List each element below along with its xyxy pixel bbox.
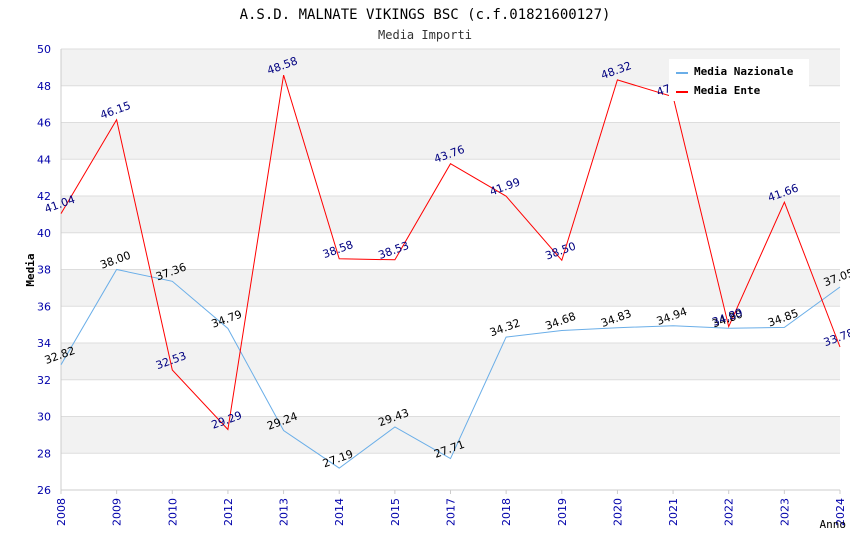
grid-band <box>61 269 840 307</box>
x-tick-label-2021: 2021 <box>667 498 680 526</box>
y-axis-ticks: 26 28 30 32 34 36 38 40 42 44 46 48 50 <box>37 43 51 497</box>
y-tick-label-30: 30 <box>37 411 51 424</box>
y-tick-label-42: 42 <box>37 190 51 203</box>
data-label-media-nazionale-2023: 34.85 <box>766 307 800 330</box>
x-tick-label-2013: 2013 <box>278 498 291 526</box>
y-tick-label-28: 28 <box>37 447 51 460</box>
chart-subtitle: Media Importi <box>378 28 472 42</box>
y-tick-label-36: 36 <box>37 300 51 313</box>
legend-label-media-ente: Media Ente <box>694 84 761 97</box>
y-tick-label-48: 48 <box>37 80 51 93</box>
y-tick-label-32: 32 <box>37 374 51 387</box>
grid-lines <box>61 48 840 491</box>
x-tick-label-2012: 2012 <box>222 498 235 526</box>
data-label-media-nazionale-2019: 34.68 <box>544 310 578 333</box>
legend-label-media-nazionale: Media Nazionale <box>694 65 794 78</box>
x-tick-label-2014: 2014 <box>333 498 346 526</box>
x-tick-label-2008: 2008 <box>55 498 68 526</box>
data-label-media-nazionale-2009: 38.00 <box>98 249 132 272</box>
grid-band <box>61 122 840 160</box>
x-tick-label-2023: 2023 <box>778 498 791 526</box>
x-tick-label-2022: 2022 <box>723 498 736 526</box>
chart-title: A.S.D. MALNATE VIKINGS BSC (c.f.01821600… <box>240 7 611 23</box>
data-label-media-ente-2015: 38.53 <box>377 239 411 262</box>
legend-box <box>669 59 809 101</box>
grid-band <box>61 196 840 233</box>
data-label-media-nazionale-2021: 34.94 <box>655 305 689 328</box>
x-tick-label-2015: 2015 <box>389 498 402 526</box>
data-labels: 32.8238.0037.3634.7929.2427.1929.4327.71… <box>43 54 850 470</box>
data-label-media-ente-2018: 41.99 <box>488 175 522 198</box>
y-tick-label-40: 40 <box>37 227 51 240</box>
x-axis-ticks: 2008 2009 2010 2012 2013 2014 2015 2017 2018 2019… <box>55 490 847 526</box>
x-tick-label-2009: 2009 <box>111 498 124 526</box>
x-tick-label-2010: 2010 <box>166 498 179 526</box>
x-tick-label-2018: 2018 <box>500 498 513 526</box>
data-label-media-ente-2009: 46.15 <box>98 99 132 122</box>
x-tick-label-2024: 2024 <box>834 498 847 526</box>
y-axis-label: Media <box>24 253 37 286</box>
x-tick-label-2017: 2017 <box>445 498 458 526</box>
data-label-media-ente-2014: 38.58 <box>321 238 355 261</box>
grid-band <box>61 343 840 380</box>
y-tick-label-26: 26 <box>37 484 51 497</box>
series-line-media-ente <box>60 74 841 431</box>
y-tick-label-34: 34 <box>37 337 51 350</box>
y-tick-label-38: 38 <box>37 264 51 277</box>
y-tick-label-50: 50 <box>37 43 51 56</box>
x-tick-label-2020: 2020 <box>611 498 624 526</box>
data-label-media-nazionale-2020: 34.83 <box>599 307 633 330</box>
x-tick-label-2019: 2019 <box>556 498 569 526</box>
y-tick-label-44: 44 <box>37 153 51 166</box>
legend: Media Nazionale Media Ente <box>669 59 809 101</box>
series-line-media-nazionale <box>60 268 841 469</box>
x-axis-label: Anno <box>820 518 847 531</box>
grid-band <box>61 416 840 454</box>
series-lines <box>60 74 841 469</box>
plot-background <box>61 49 840 454</box>
y-tick-label-46: 46 <box>37 117 51 130</box>
